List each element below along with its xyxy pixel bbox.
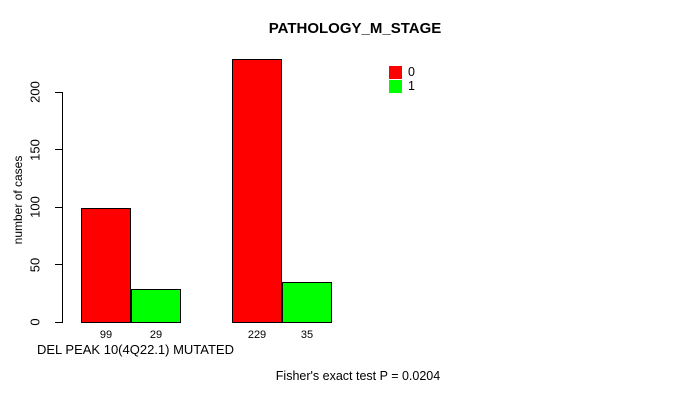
y-tick-label: 100 <box>27 196 43 218</box>
legend-row: 0 <box>389 65 415 79</box>
bar-count-label: 29 <box>149 329 163 341</box>
legend-swatch-green-icon <box>389 79 402 93</box>
bar-count-label: 35 <box>300 329 314 341</box>
y-tick-mark <box>55 91 62 93</box>
y-tick-label: 0 <box>27 318 43 326</box>
annotation-fisher-test: Fisher's exact test P = 0.0204 <box>275 369 441 383</box>
y-tick-mark <box>55 149 62 150</box>
x-axis-label: DEL PEAK 10(4Q22.1) MUTATED <box>37 342 234 357</box>
legend-label: 0 <box>408 64 415 79</box>
legend-label: 1 <box>408 78 415 93</box>
legend: 0 1 <box>389 65 415 93</box>
y-tick-label: 50 <box>27 257 43 272</box>
y-axis-line <box>62 92 63 323</box>
bar-count-label: 99 <box>99 329 113 341</box>
bar-series-0 <box>81 208 131 323</box>
legend-row: 1 <box>389 79 415 93</box>
bar-series-1 <box>131 288 181 323</box>
bar-series-1 <box>282 281 332 323</box>
y-axis-label: number of cases <box>11 155 25 245</box>
chart-title: PATHOLOGY_M_STAGE <box>268 20 442 37</box>
y-tick-label: 200 <box>27 81 43 103</box>
bar-series-0 <box>232 58 282 323</box>
y-tick-mark <box>55 321 62 323</box>
y-tick-mark <box>55 264 62 265</box>
y-tick-label: 150 <box>27 138 43 161</box>
y-tick-mark <box>55 206 62 208</box>
bar-count-label: 229 <box>247 329 267 341</box>
legend-swatch-red-icon <box>389 65 402 79</box>
